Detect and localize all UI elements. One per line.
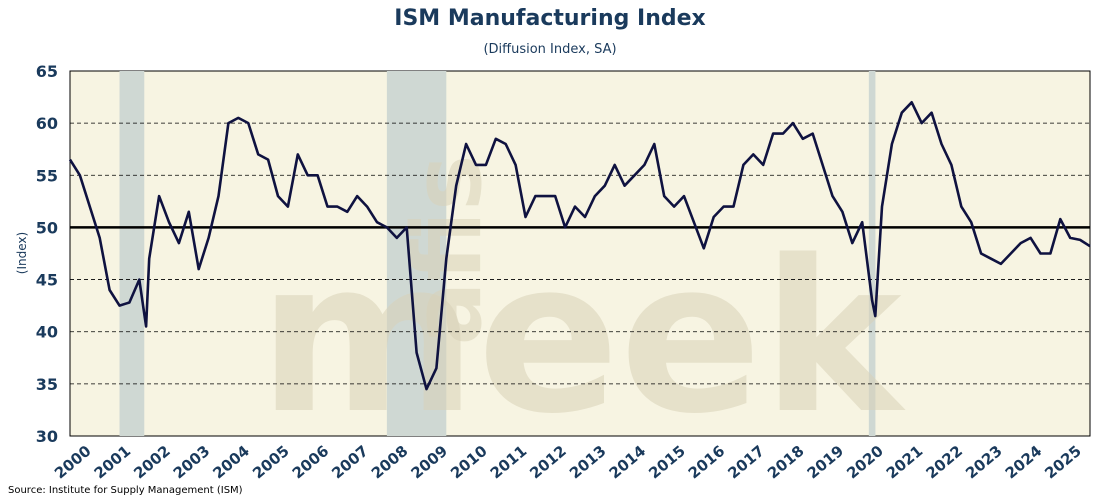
y-tick-label-30: 30: [36, 427, 58, 446]
y-tick-label-50: 50: [36, 218, 58, 237]
plot-area: [69, 70, 1091, 437]
x-tick-label-2002: 2002: [130, 442, 174, 483]
recession-band-1: [386, 71, 447, 436]
x-tick-label-2003: 2003: [170, 442, 214, 483]
y-tick-labels: 30 35 40 45 50 55 60 65: [36, 62, 58, 446]
source-note: Source: Institute for Supply Management …: [8, 485, 243, 496]
recession-bands: [119, 71, 876, 436]
y-tick-label-40: 40: [36, 323, 58, 342]
recession-band-0: [119, 71, 145, 436]
recession-band-2: [868, 71, 876, 436]
y-axis-label: (Index): [15, 232, 29, 274]
plot-background: [69, 70, 1091, 437]
x-tick-label-2023: 2023: [962, 442, 1006, 483]
y-tick-label-60: 60: [36, 114, 58, 133]
chart-subtitle: (Diffusion Index, SA): [483, 42, 617, 57]
y-tick-label-65: 65: [36, 62, 58, 81]
x-tick-label-2025: 2025: [1041, 442, 1085, 483]
chart-title: ISM Manufacturing Index: [394, 6, 706, 31]
series-group: [68, 101, 1091, 391]
x-tick-label-2001: 2001: [91, 442, 135, 483]
y-tick-label-35: 35: [36, 375, 58, 394]
y-tick-label-55: 55: [36, 166, 58, 185]
x-tick-label-2000: 2000: [51, 442, 95, 483]
gridlines: [70, 122, 1090, 385]
x-tick-label-2022: 2022: [923, 442, 967, 483]
watermark-text-main: meek: [258, 215, 906, 460]
x-tick-label-2004: 2004: [209, 442, 253, 483]
x-tick-label-2024: 2024: [1002, 442, 1046, 483]
series-line: [68, 101, 1091, 391]
y-tick-label-45: 45: [36, 271, 58, 290]
